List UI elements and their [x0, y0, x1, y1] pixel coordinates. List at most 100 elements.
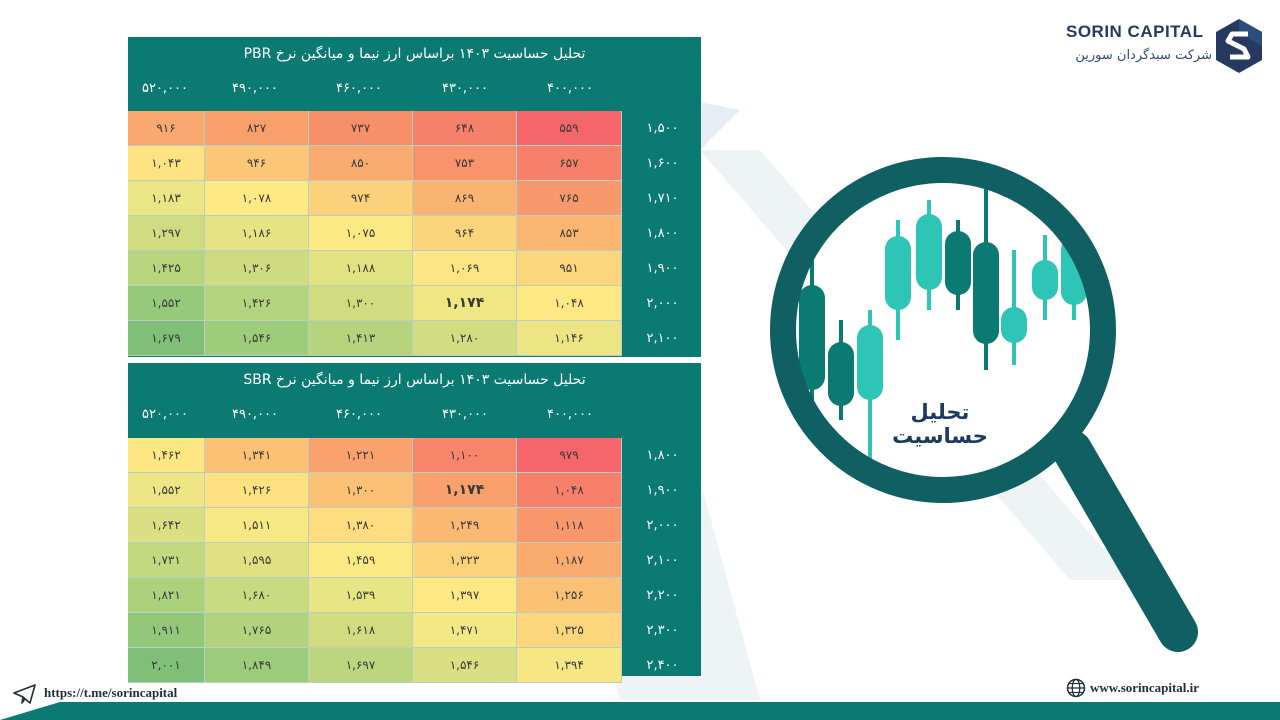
row-label: ۱,۸۰۰	[646, 448, 679, 463]
table-cell: ۱,۱۷۴	[413, 286, 517, 321]
column-header: ۴۹۰,۰۰۰	[231, 407, 279, 422]
table-body: ۱,۴۶۲ ۱,۳۴۱ ۱,۲۲۱ ۱,۱۰۰ ۹۷۹ ۱,۵۵۲ ۱,۴۲۶ ۱,۳۰۰ ۱,…	[128, 438, 624, 683]
table-cell: ۹۷۹	[517, 438, 622, 473]
table-cell: ۱,۳۰۶	[205, 251, 309, 286]
table-cell: ۱,۳۹۴	[517, 648, 622, 683]
row-label: ۲,۰۰۰	[646, 296, 679, 311]
table-cell: ۱,۲۵۶	[517, 578, 622, 613]
column-header: ۵۲۰,۰۰۰	[141, 407, 189, 422]
table-cell: ۱,۱۸۸	[309, 251, 413, 286]
row-label: ۲,۰۰۰	[646, 518, 679, 533]
magnifier-label: تحلیل حساسیت	[892, 400, 988, 448]
row-label: ۱,۶۰۰	[646, 156, 679, 171]
column-header: ۵۲۰,۰۰۰	[141, 81, 189, 96]
table-cell: ۱,۱۰۰	[413, 438, 517, 473]
row-label: ۱,۹۰۰	[646, 483, 679, 498]
table-cell: ۸۲۷	[205, 111, 309, 146]
table-cell: ۶۴۸	[413, 111, 517, 146]
column-header: ۴۰۰,۰۰۰	[546, 81, 594, 96]
logo-mark-icon	[1216, 19, 1262, 73]
column-header: ۴۶۰,۰۰۰	[335, 407, 383, 422]
table-body: ۹۱۶ ۸۲۷ ۷۳۷ ۶۴۸ ۵۵۹ ۱,۰۴۳ ۹۴۶ ۸۵۰ ۷۵۳ ۶۵۷ ۱,۱۸۳ ۱,۰…	[128, 111, 624, 356]
table-cell: ۱,۳۴۱	[205, 438, 309, 473]
row-labels: ۱,۸۰۰ ۱,۹۰۰ ۲,۰۰۰ ۲,۱۰۰ ۲,۲۰۰ ۲,۳۰۰ ۲,۴۰۰	[624, 438, 701, 683]
table-cell: ۵۵۹	[517, 111, 622, 146]
table-cell: ۱,۰۴۳	[128, 146, 205, 181]
table-cell: ۱,۰۴۸	[517, 473, 622, 508]
table-cell: ۱,۲۴۹	[413, 508, 517, 543]
row-label: ۲,۲۰۰	[646, 588, 679, 603]
telegram-link[interactable]: https://t.me/sorincapital	[44, 685, 178, 700]
table-cell: ۹۴۶	[205, 146, 309, 181]
row-label: ۲,۱۰۰	[646, 553, 679, 568]
telegram-icon	[13, 684, 36, 704]
table-cell: ۱,۵۹۵	[205, 543, 309, 578]
table-cell: ۷۵۳	[413, 146, 517, 181]
table-cell: ۱,۷۳۱	[128, 543, 205, 578]
table-cell: ۹۶۴	[413, 216, 517, 251]
table-cell: ۱,۰۷۸	[205, 181, 309, 216]
sbr-sensitivity-table: تحلیل حساسیت ۱۴۰۳ براساس ارز نیما و میان…	[128, 363, 701, 683]
row-labels: ۱,۵۰۰ ۱,۶۰۰ ۱,۷۱۰ ۱,۸۰۰ ۱,۹۰۰ ۲,۰۰۰ ۲,۱۰۰	[624, 111, 701, 356]
table-cell: ۱,۵۱۱	[205, 508, 309, 543]
table-cell: ۱,۱۷۴	[413, 473, 517, 508]
table-cell: ۱,۸۲۱	[128, 578, 205, 613]
table-cell: ۱,۲۸۰	[413, 321, 517, 356]
table-cell: ۱,۲۹۷	[128, 216, 205, 251]
website-link[interactable]: www.sorincapital.ir	[1090, 680, 1200, 695]
table-cell: ۲,۰۰۱	[128, 648, 205, 683]
column-header: ۴۰۰,۰۰۰	[546, 407, 594, 422]
column-header: ۴۹۰,۰۰۰	[231, 81, 279, 96]
table-cell: ۱,۰۷۵	[309, 216, 413, 251]
table-cell: ۱,۳۲۵	[517, 613, 622, 648]
table-cell: ۱,۴۲۵	[128, 251, 205, 286]
row-label: ۱,۷۱۰	[646, 191, 679, 206]
table-cell: ۱,۰۴۸	[517, 286, 622, 321]
table-cell: ۹۵۱	[517, 251, 622, 286]
table-cell: ۱,۶۴۲	[128, 508, 205, 543]
column-header: ۴۳۰,۰۰۰	[441, 407, 489, 422]
table-cell: ۱,۲۲۱	[309, 438, 413, 473]
table-cell: ۱,۵۵۲	[128, 286, 205, 321]
table-cell: ۱,۴۲۶	[205, 286, 309, 321]
brand-subtitle: شرکت سبدگردان سورین	[1075, 48, 1212, 63]
table-cell: ۱,۳۲۳	[413, 543, 517, 578]
table-cell: ۱,۵۵۲	[128, 473, 205, 508]
table-cell: ۱,۴۷۱	[413, 613, 517, 648]
footer-bar	[0, 702, 1280, 720]
table-cell: ۱,۰۶۹	[413, 251, 517, 286]
row-label: ۲,۱۰۰	[646, 331, 679, 346]
table-cell: ۱,۴۲۶	[205, 473, 309, 508]
table-cell: ۱,۳۹۷	[413, 578, 517, 613]
row-label: ۱,۸۰۰	[646, 226, 679, 241]
table-cell: ۱,۴۶۲	[128, 438, 205, 473]
column-header: ۴۶۰,۰۰۰	[335, 81, 383, 96]
magnifier-illustration	[770, 157, 1198, 652]
table-cell: ۸۶۹	[413, 181, 517, 216]
table-cell: ۱,۵۴۶	[413, 648, 517, 683]
candlestick-icon	[799, 180, 1087, 460]
table-cell: ۱,۵۳۹	[309, 578, 413, 613]
table-cell: ۱,۱۸۷	[517, 543, 622, 578]
lens-glass	[783, 170, 1103, 490]
table-cell: ۱,۶۷۹	[128, 321, 205, 356]
table-cell: ۸۵۰	[309, 146, 413, 181]
table-cell: ۹۷۴	[309, 181, 413, 216]
table-cell: ۱,۴۱۳	[309, 321, 413, 356]
table-cell: ۷۶۵	[517, 181, 622, 216]
table-cell: ۱,۵۴۶	[205, 321, 309, 356]
table-cell: ۱,۳۸۰	[309, 508, 413, 543]
brand-name: SORIN CAPITAL	[1066, 22, 1204, 41]
table-cell: ۱,۶۸۰	[205, 578, 309, 613]
magnifier-handle	[1052, 430, 1198, 652]
table-cell: ۶۵۷	[517, 146, 622, 181]
table-title: تحلیل حساسیت ۱۴۰۳ براساس ارز نیما و میان…	[243, 46, 586, 62]
table-cell: ۱,۷۶۵	[205, 613, 309, 648]
row-label: ۲,۴۰۰	[646, 658, 679, 673]
table-cell: ۷۳۷	[309, 111, 413, 146]
table-cell: ۱,۴۵۹	[309, 543, 413, 578]
row-label: ۲,۳۰۰	[646, 623, 679, 638]
table-cell: ۱,۶۱۸	[309, 613, 413, 648]
table-cell: ۱,۱۸۳	[128, 181, 205, 216]
table-cell: ۱,۱۱۸	[517, 508, 622, 543]
